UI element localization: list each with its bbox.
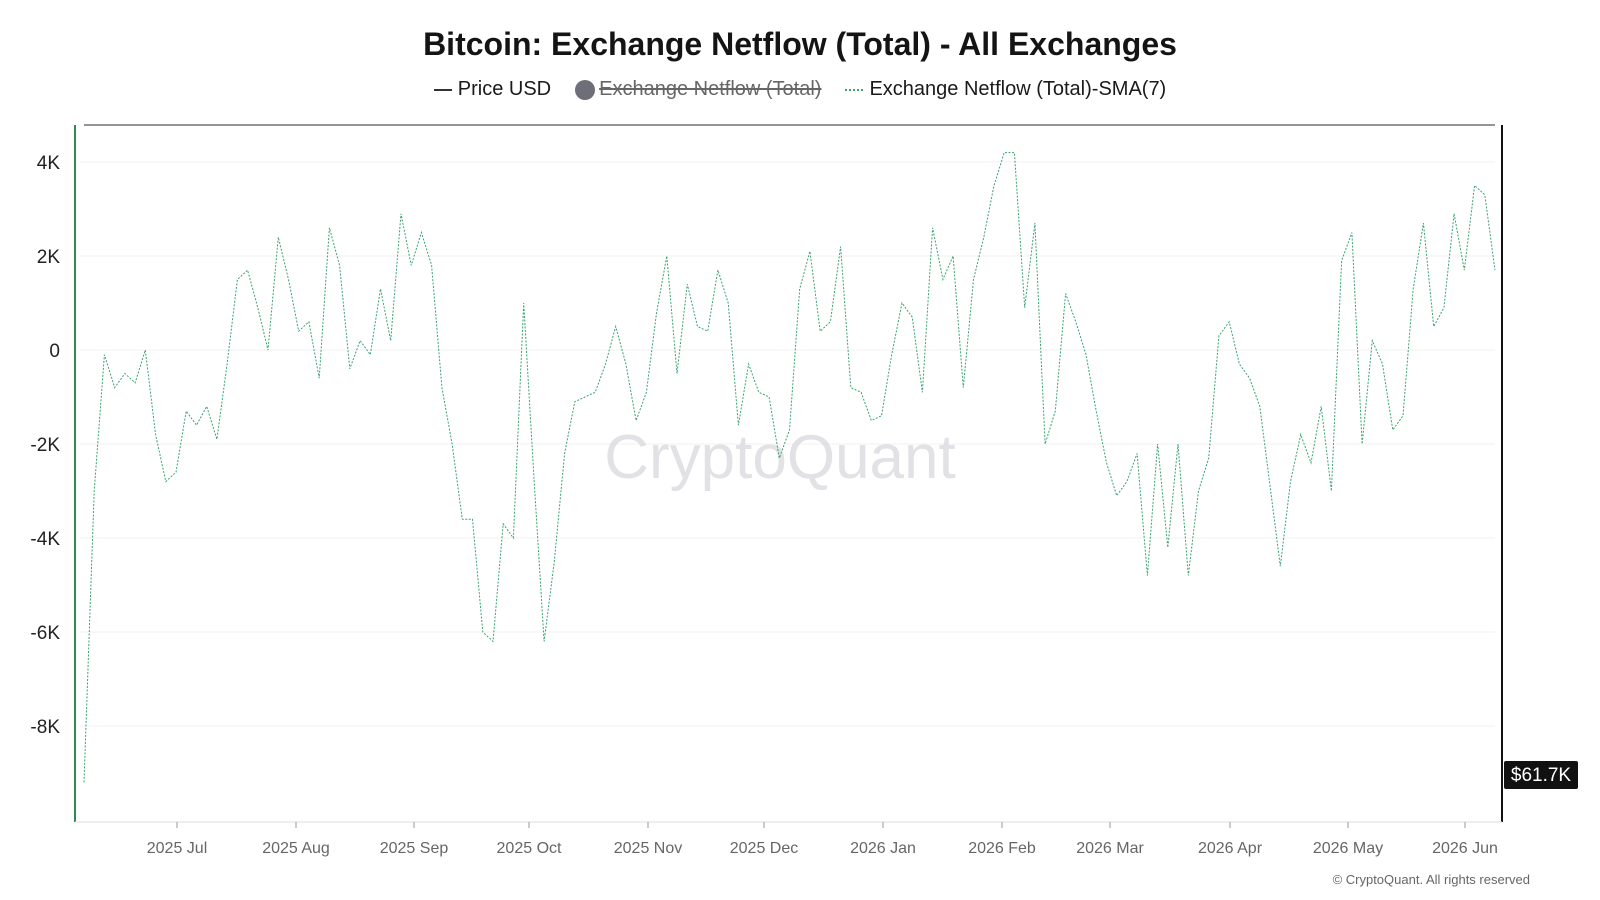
legend-sma-label: Exchange Netflow (Total)-SMA(7) (869, 78, 1167, 100)
left-tick-label: 2K (37, 247, 61, 268)
legend-netflow-label: Exchange Netflow (Total) (599, 78, 822, 100)
left-tick-label: -2K (30, 435, 60, 456)
left-tick-label: -6K (30, 623, 60, 644)
x-tick-label: 2026 May (1313, 840, 1383, 857)
legend-price-line-icon (433, 88, 452, 91)
legend-sma-line-icon (845, 88, 864, 91)
left-tick-label: -4K (30, 529, 60, 550)
left-axis-ticks: 4K 2K 0 -2K -4K -6K -8K (30, 153, 60, 738)
legend-netflow[interactable]: Exchange Netflow (Total) (575, 78, 821, 101)
legend-price-label: Price USD (457, 78, 552, 100)
x-tick-label: 2026 Feb (968, 840, 1036, 857)
legend-netflow-dot-icon (575, 79, 596, 100)
legend: Price USD Exchange Netflow (Total) Excha… (0, 78, 1600, 101)
x-tick-label: 2025 Nov (614, 840, 683, 857)
copyright-text: © CryptoQuant. All rights reserved (1332, 872, 1530, 887)
x-tick-label: 2026 Jan (850, 840, 916, 857)
grid-lines (80, 161, 1495, 727)
legend-sma[interactable]: Exchange Netflow (Total)-SMA(7) (845, 78, 1166, 101)
legend-price[interactable]: Price USD (433, 78, 552, 101)
x-axis-ticks: 2025 Jul 2025 Aug 2025 Sep 2025 Oct 2025 Nov… (147, 822, 1498, 857)
left-tick-label: 0 (49, 341, 60, 362)
x-tick-label: 2025 Dec (730, 840, 799, 857)
x-tick-label: 2026 Jun (1432, 840, 1498, 857)
price-badge: $61.7K (1504, 761, 1578, 789)
x-tick-label: 2025 Oct (497, 840, 562, 857)
x-tick-label: 2025 Jul (147, 840, 208, 857)
left-tick-label: 4K (37, 153, 61, 174)
x-tick-label: 2026 Apr (1198, 840, 1263, 857)
x-tick-label: 2026 Mar (1076, 840, 1144, 857)
price-badge-text: $61.7K (1511, 765, 1572, 786)
watermark-text: CryptoQuant (604, 423, 956, 492)
x-tick-label: 2025 Aug (262, 840, 330, 857)
series-sma-line (83, 152, 1496, 783)
chart-title: Bitcoin: Exchange Netflow (Total) - All … (423, 26, 1177, 62)
x-tick-label: 2025 Sep (380, 840, 449, 857)
left-tick-label: -8K (30, 717, 60, 738)
